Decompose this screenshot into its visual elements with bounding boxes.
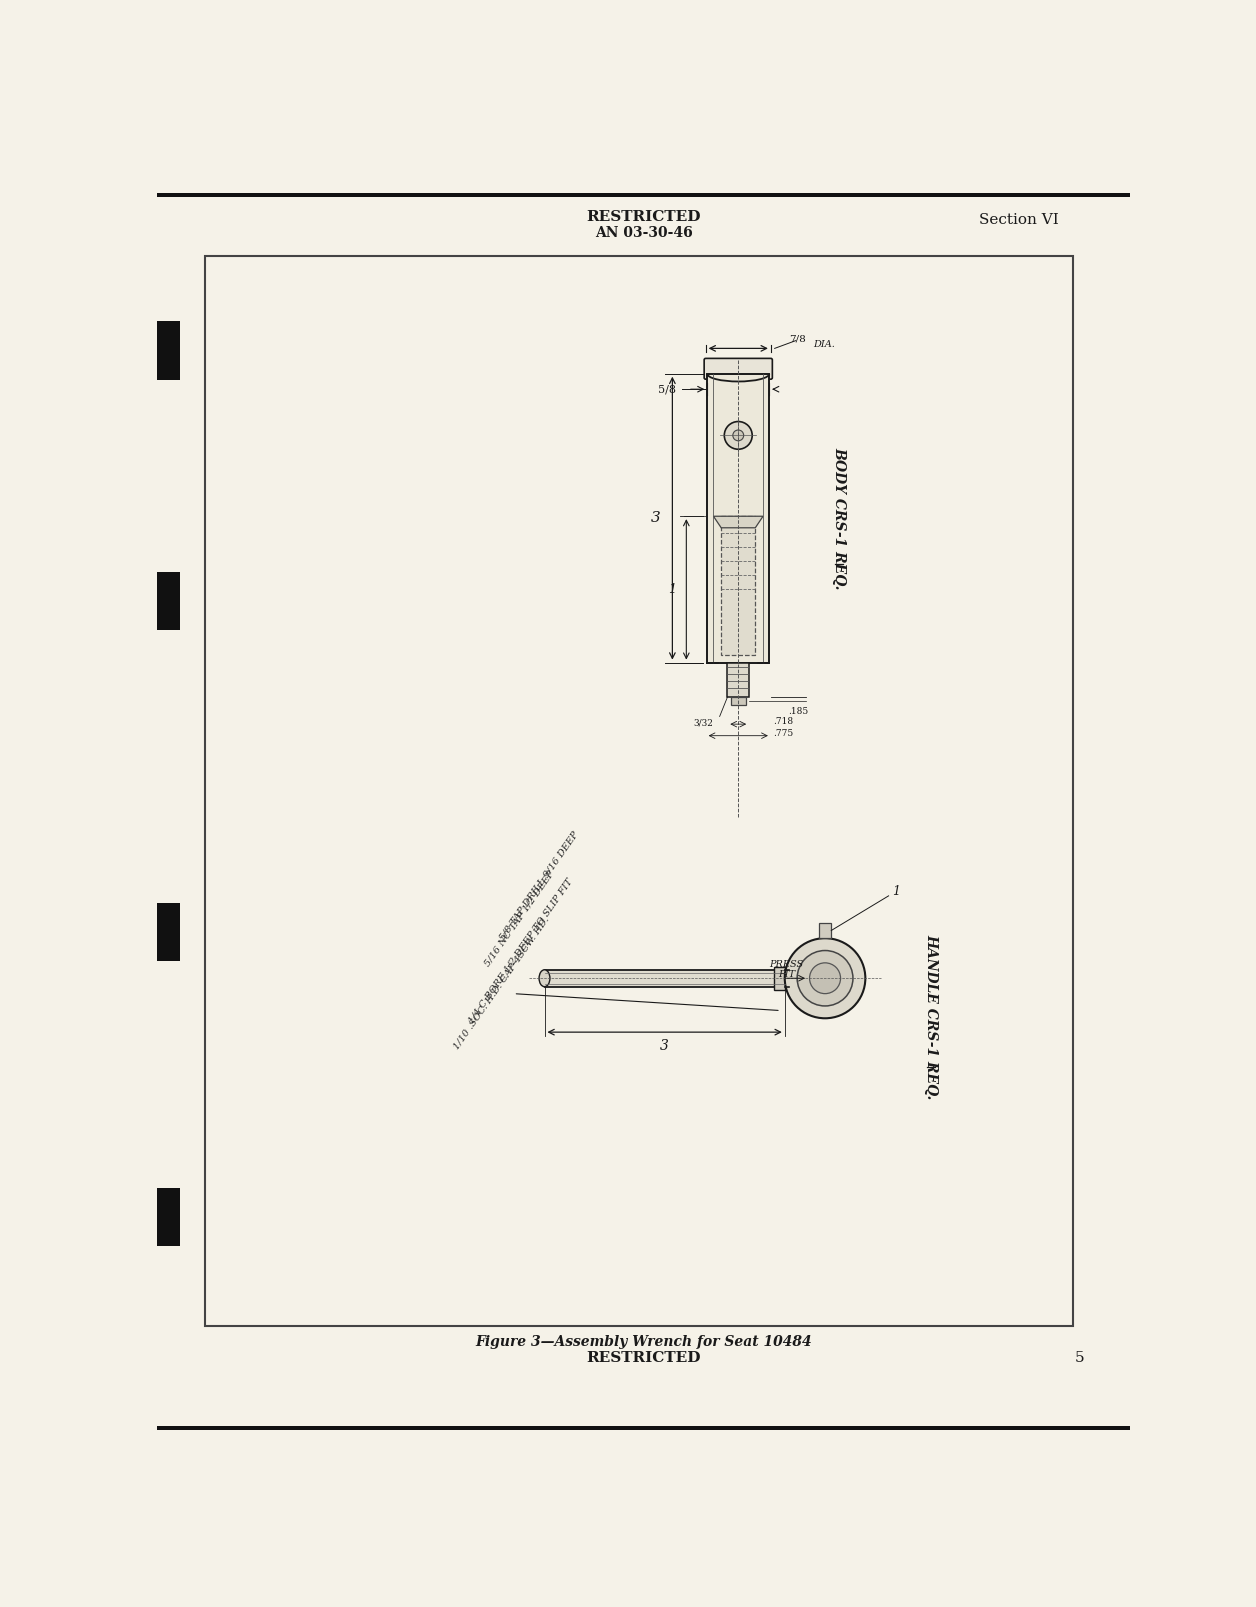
Bar — [157, 1427, 1130, 1430]
Circle shape — [810, 963, 840, 993]
Bar — [774, 967, 785, 990]
Bar — [157, 321, 181, 379]
Bar — [157, 193, 1130, 196]
Text: 5: 5 — [1074, 1351, 1084, 1364]
Bar — [707, 374, 769, 662]
Text: 5/16 NC TAP 1/2 DEEP: 5/16 NC TAP 1/2 DEEP — [482, 869, 555, 967]
FancyBboxPatch shape — [705, 358, 772, 379]
Circle shape — [785, 938, 865, 1019]
Bar — [157, 1188, 181, 1245]
Circle shape — [725, 421, 752, 450]
Bar — [727, 662, 749, 697]
Bar — [157, 572, 181, 630]
Text: .718: .718 — [774, 717, 794, 726]
Bar — [819, 922, 831, 938]
Text: RESTRICTED: RESTRICTED — [587, 1351, 701, 1364]
Text: 3: 3 — [651, 511, 661, 525]
Bar — [721, 516, 755, 654]
Text: BODY CRS-1 REQ.: BODY CRS-1 REQ. — [831, 447, 847, 590]
Text: 3/32: 3/32 — [693, 718, 713, 726]
Text: 1/10 .SOC. H.D. CAP 4SCW. HD.: 1/10 .SOC. H.D. CAP 4SCW. HD. — [451, 914, 550, 1051]
Bar — [545, 969, 785, 987]
Text: 3: 3 — [661, 1040, 669, 1053]
Text: 5/8 TAP DRILL 9/16 DEEP: 5/8 TAP DRILL 9/16 DEEP — [497, 829, 580, 942]
Text: .185: .185 — [789, 707, 809, 715]
Text: 5/8: 5/8 — [658, 384, 676, 394]
Text: 7/8: 7/8 — [790, 334, 806, 344]
Text: HANDLE CRS-1 REQ.: HANDLE CRS-1 REQ. — [924, 934, 938, 1099]
Bar — [731, 697, 746, 705]
Circle shape — [732, 431, 744, 440]
Text: DIA.: DIA. — [814, 341, 835, 349]
Text: 1/4 C BORE 1/2 DEEP TO SLIP FIT: 1/4 C BORE 1/2 DEEP TO SLIP FIT — [467, 876, 574, 1025]
Circle shape — [798, 950, 853, 1006]
Polygon shape — [713, 516, 764, 527]
Bar — [157, 903, 181, 961]
Text: Figure 3—Assembly Wrench for Seat 10484: Figure 3—Assembly Wrench for Seat 10484 — [475, 1335, 813, 1348]
Bar — [205, 256, 1073, 1326]
Text: 1: 1 — [668, 583, 676, 596]
Text: AN 03-30-46: AN 03-30-46 — [595, 227, 692, 239]
Text: .775: .775 — [774, 730, 794, 738]
Text: 1: 1 — [893, 885, 901, 898]
Text: FIT: FIT — [777, 971, 795, 979]
Ellipse shape — [539, 969, 550, 987]
Text: RESTRICTED: RESTRICTED — [587, 211, 701, 225]
Text: PRESS: PRESS — [769, 959, 804, 969]
Text: Section VI: Section VI — [978, 212, 1059, 227]
